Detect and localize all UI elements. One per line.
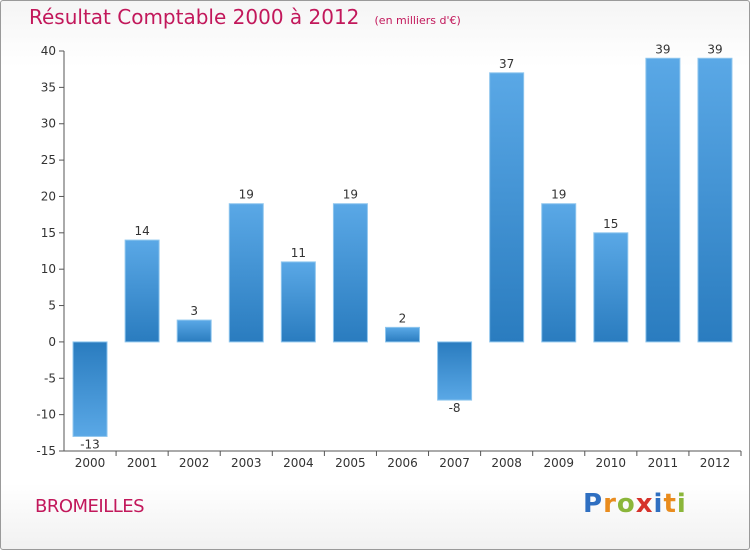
data-label: 37 xyxy=(499,57,514,71)
y-tick-label: 15 xyxy=(41,226,56,240)
logo-letter: i xyxy=(653,489,664,519)
data-label: -8 xyxy=(449,401,461,415)
bar xyxy=(124,239,160,343)
chart-title-block: Résultat Comptable 2000 à 2012 (en milli… xyxy=(29,5,461,29)
logo-letter: x xyxy=(635,489,654,519)
x-tick-label: 2002 xyxy=(179,456,210,470)
bar xyxy=(72,341,108,437)
x-tick-label: 2000 xyxy=(75,456,106,470)
x-tick-label: 2009 xyxy=(543,456,574,470)
y-tick-label: 30 xyxy=(41,117,56,131)
data-label: 39 xyxy=(707,42,722,56)
bar xyxy=(437,341,473,401)
bar xyxy=(489,72,525,343)
commune-name: BROMEILLES xyxy=(35,496,145,517)
bars-group xyxy=(72,57,733,437)
y-tick-label: 0 xyxy=(48,335,56,349)
data-label: 11 xyxy=(291,246,306,260)
data-label: 19 xyxy=(343,188,358,202)
y-tick-label: 25 xyxy=(41,153,56,167)
y-tick-label: 20 xyxy=(41,189,56,203)
x-tick-label: 2011 xyxy=(648,456,679,470)
y-tick-label: 35 xyxy=(41,80,56,94)
data-label: 14 xyxy=(134,224,149,238)
bar xyxy=(385,326,420,343)
data-label: 3 xyxy=(190,304,198,318)
chart-subtitle: (en milliers d'€) xyxy=(374,14,461,27)
logo-letter: t xyxy=(663,489,677,519)
x-tick-label: 2004 xyxy=(283,456,314,470)
data-label: 19 xyxy=(551,188,566,202)
y-tick-label: -5 xyxy=(44,371,56,385)
y-tick-label: -10 xyxy=(36,408,56,422)
x-tick-label: 2005 xyxy=(335,456,366,470)
data-label: -13 xyxy=(80,437,100,451)
proxiti-logo: Proxiti xyxy=(583,489,687,519)
x-tick-label: 2008 xyxy=(491,456,522,470)
logo-letter: o xyxy=(616,489,636,519)
logo-letter: r xyxy=(603,489,617,519)
data-labels-group: -13 14 3 19 11 19 2 -8 37 19 15 39 39 xyxy=(80,42,722,451)
y-tick-label: 40 xyxy=(41,44,56,58)
bar xyxy=(697,57,733,343)
y-tick-label: 5 xyxy=(48,299,56,313)
x-tick-label: 2012 xyxy=(700,456,731,470)
bar xyxy=(645,57,681,343)
y-tick-label: 10 xyxy=(41,262,56,276)
data-label: 15 xyxy=(603,217,618,231)
bar xyxy=(332,203,368,343)
bar xyxy=(280,261,316,343)
bar xyxy=(228,203,264,343)
chart-title: Résultat Comptable 2000 à 2012 xyxy=(29,5,360,29)
x-tick-label: 2010 xyxy=(596,456,627,470)
bar xyxy=(593,232,629,343)
bar xyxy=(176,319,212,343)
bar xyxy=(541,203,577,343)
x-tick-label: 2001 xyxy=(127,456,158,470)
x-tick-label: 2007 xyxy=(439,456,470,470)
y-tick-label: -15 xyxy=(36,444,56,458)
logo-letter: P xyxy=(583,489,604,519)
logo-letter: i xyxy=(676,489,687,519)
data-label: 19 xyxy=(239,188,254,202)
data-label: 39 xyxy=(655,42,670,56)
x-tick-label: 2003 xyxy=(231,456,262,470)
axes: -15 -10 -5 0 5 10 15 20 25 30 35 40 2000 2001 2002 2003… xyxy=(36,44,742,470)
x-tick-label: 2006 xyxy=(387,456,418,470)
data-label: 2 xyxy=(399,311,407,325)
